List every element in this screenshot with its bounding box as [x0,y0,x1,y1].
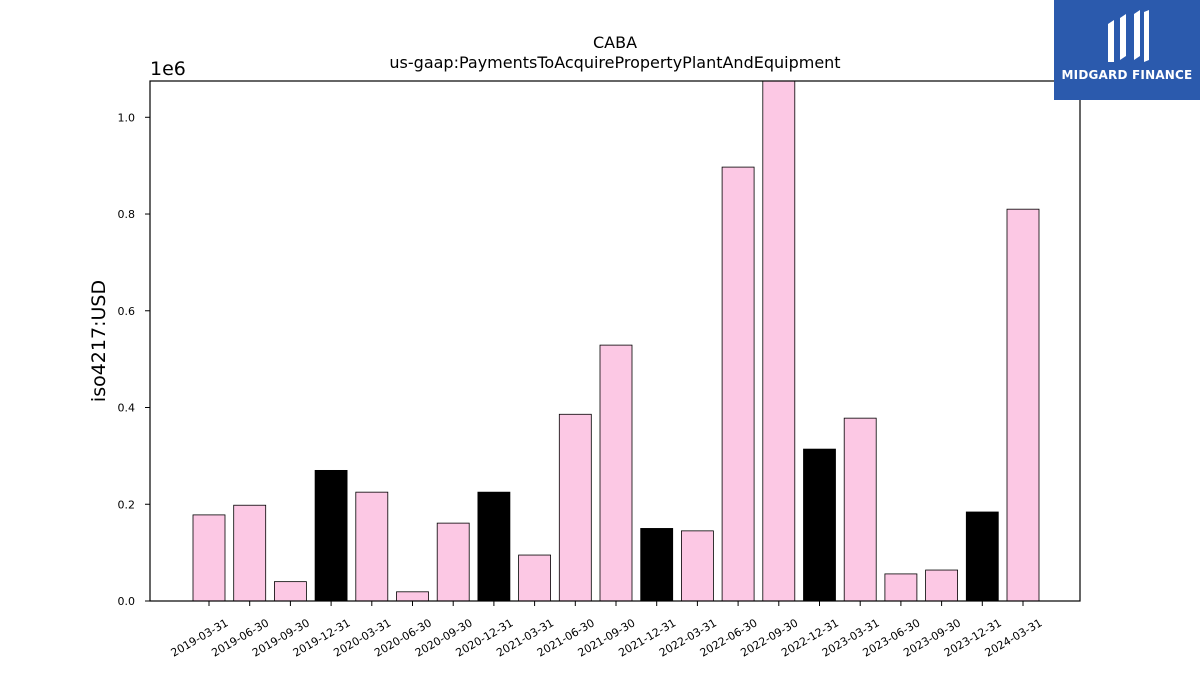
bar-2024-03-31 [1006,208,1040,602]
bar-2021-03-31 [518,554,551,602]
y-offset-label: 1e6 [150,58,186,80]
bar-2021-06-30 [558,413,592,602]
bar-2023-06-30 [884,573,918,602]
y-tick-label: 0.0 [118,595,136,608]
bar-2019-12-31 [314,469,348,602]
bar-2020-03-31 [355,491,389,602]
bar-2023-03-31 [843,417,877,602]
y-tick-label: 0.4 [118,402,136,415]
x-axis: 2019-03-312019-06-302019-09-302019-12-31… [169,601,1045,660]
bar-2019-09-30 [273,581,307,602]
y-tick-label: 0.6 [118,305,136,318]
bar-2023-09-30 [925,569,958,602]
bar-2022-03-31 [681,530,714,602]
bars [192,80,1040,602]
y-axis: 0.0 0.2 0.4 0.6 0.8 1.0 [118,111,150,608]
y-tick-label: 0.8 [118,208,136,221]
logo-mark-icon [1108,10,1149,62]
bar-2022-09-30 [762,80,796,602]
y-axis-label: iso4217:USD [88,280,110,402]
bar-2023-12-31 [965,511,999,602]
bar-2022-06-30 [721,166,755,602]
plot-frame [149,80,1081,602]
chart-title: CABA [593,33,637,52]
y-tick-label: 1.0 [118,111,136,124]
bar-2020-09-30 [436,522,470,602]
bar-2021-12-31 [640,528,674,602]
chart-subtitle: us-gaap:PaymentsToAcquirePropertyPlantAn… [389,53,840,72]
bar-2019-03-31 [192,514,226,602]
bar-2021-09-30 [599,344,633,602]
y-tick-label: 0.2 [118,498,136,511]
bar-2022-12-31 [803,448,836,602]
bar-2019-06-30 [233,504,267,602]
bar-2020-12-31 [477,491,511,602]
logo-text: MIDGARD FINANCE [1061,68,1193,82]
midgard-finance-logo: MIDGARD FINANCE [1054,0,1200,100]
bar-2020-06-30 [396,591,429,602]
